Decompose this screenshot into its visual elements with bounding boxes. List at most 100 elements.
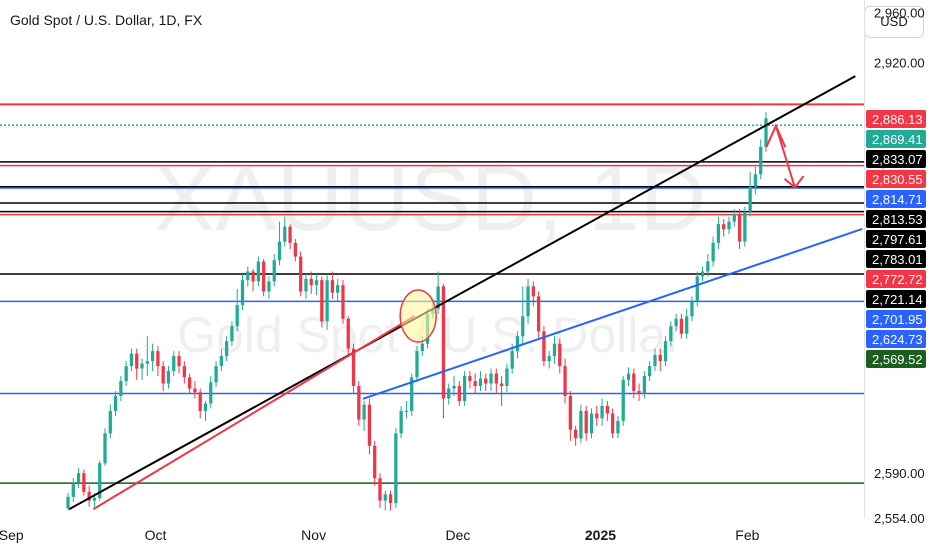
candle-body xyxy=(283,226,287,242)
candle-body xyxy=(341,285,345,319)
candle-body xyxy=(224,341,229,357)
candle-body xyxy=(737,214,742,242)
candle-body xyxy=(542,331,546,362)
candle-body xyxy=(325,280,329,322)
candle-body xyxy=(685,316,689,334)
candle-body xyxy=(642,376,647,394)
candle-body xyxy=(579,410,583,439)
price-label: 2,721.14 xyxy=(872,292,923,307)
candle-body xyxy=(690,301,694,317)
chart-title: Gold Spot / U.S. Dollar, 1D, FX xyxy=(10,12,203,28)
candle-body xyxy=(108,410,112,434)
candle-body xyxy=(589,413,594,434)
price-label-box xyxy=(866,170,926,188)
candle-body xyxy=(240,280,245,306)
candle-body xyxy=(219,356,223,367)
candle-body xyxy=(521,316,525,337)
candle-body xyxy=(187,377,192,389)
candle-body xyxy=(235,305,239,327)
x-tick-label: 2025 xyxy=(585,527,616,543)
currency-button[interactable]: USD xyxy=(864,6,924,38)
candle-body xyxy=(663,341,668,362)
candle-body xyxy=(452,386,456,389)
candle-body xyxy=(515,336,520,352)
candle-body xyxy=(82,473,86,492)
candle-body xyxy=(447,388,451,399)
blue-trendline xyxy=(362,228,863,400)
candle-body xyxy=(373,445,377,479)
candle-body xyxy=(145,361,149,364)
candle-body xyxy=(336,285,340,293)
price-label: 2,814.71 xyxy=(872,192,923,207)
candle-body xyxy=(674,318,678,327)
candle-body xyxy=(351,348,356,387)
y-tick-label: 2,590.00 xyxy=(874,466,925,481)
price-label-box xyxy=(866,310,926,328)
candle-body xyxy=(478,378,483,387)
candle-body xyxy=(288,226,292,243)
candle-body xyxy=(388,494,393,504)
price-label: 2,869.41 xyxy=(872,132,923,147)
x-tick-label: Dec xyxy=(445,527,470,543)
candle-body xyxy=(367,404,372,446)
candle-body xyxy=(119,381,123,396)
candle-body xyxy=(113,395,118,411)
price-label-box xyxy=(866,270,926,288)
candle-body xyxy=(383,494,387,501)
candle-body xyxy=(436,286,440,309)
candle-body xyxy=(262,261,266,292)
candle-body xyxy=(753,174,758,187)
candle-body xyxy=(759,146,763,175)
candle-body xyxy=(203,403,208,411)
candle-body xyxy=(505,368,509,387)
price-label-box xyxy=(866,350,926,368)
candle-body xyxy=(267,281,271,292)
candle-body xyxy=(92,498,97,501)
candle-body xyxy=(653,354,657,367)
candle-body xyxy=(314,280,319,286)
price-label-box xyxy=(866,250,926,268)
y-tick-label: 2,920.00 xyxy=(874,55,925,70)
candle-body xyxy=(716,224,721,243)
candle-body xyxy=(695,276,699,302)
candle-body xyxy=(457,386,461,401)
candle-body xyxy=(595,413,599,419)
candle-body xyxy=(584,410,588,434)
price-label: 2,772.72 xyxy=(872,272,923,287)
candle-body xyxy=(526,286,530,317)
price-label: 2,701.95 xyxy=(872,312,923,327)
candle-body xyxy=(706,261,710,272)
candle-body xyxy=(462,376,467,401)
price-label: 2,833.07 xyxy=(872,152,923,167)
candle-body xyxy=(129,353,134,367)
price-label: 2,813.53 xyxy=(872,212,923,227)
candle-body xyxy=(172,356,176,372)
candle-body xyxy=(637,390,641,394)
candle-body xyxy=(293,242,298,257)
candle-body xyxy=(732,214,736,222)
price-label-box xyxy=(866,330,926,348)
candle-body xyxy=(700,271,705,277)
candle-body xyxy=(346,318,350,349)
candle-body xyxy=(484,378,488,384)
candle-body xyxy=(669,326,673,342)
candle-body xyxy=(558,343,562,367)
candle-body xyxy=(399,410,403,434)
price-label-box xyxy=(866,190,926,208)
black-trendline xyxy=(68,75,856,511)
candle-body xyxy=(362,404,366,420)
candle-body xyxy=(727,221,731,230)
x-tick-label: Nov xyxy=(301,527,326,543)
candle-body xyxy=(552,343,557,357)
price-label-box xyxy=(866,230,926,248)
candle-body xyxy=(98,463,102,499)
candle-body xyxy=(404,410,409,412)
candle-body xyxy=(679,318,684,334)
candle-body xyxy=(611,413,615,434)
candle-body xyxy=(632,373,636,391)
candle-body xyxy=(378,478,382,501)
candle-body xyxy=(489,373,493,384)
candle-body xyxy=(214,366,218,383)
candle-body xyxy=(494,373,498,384)
